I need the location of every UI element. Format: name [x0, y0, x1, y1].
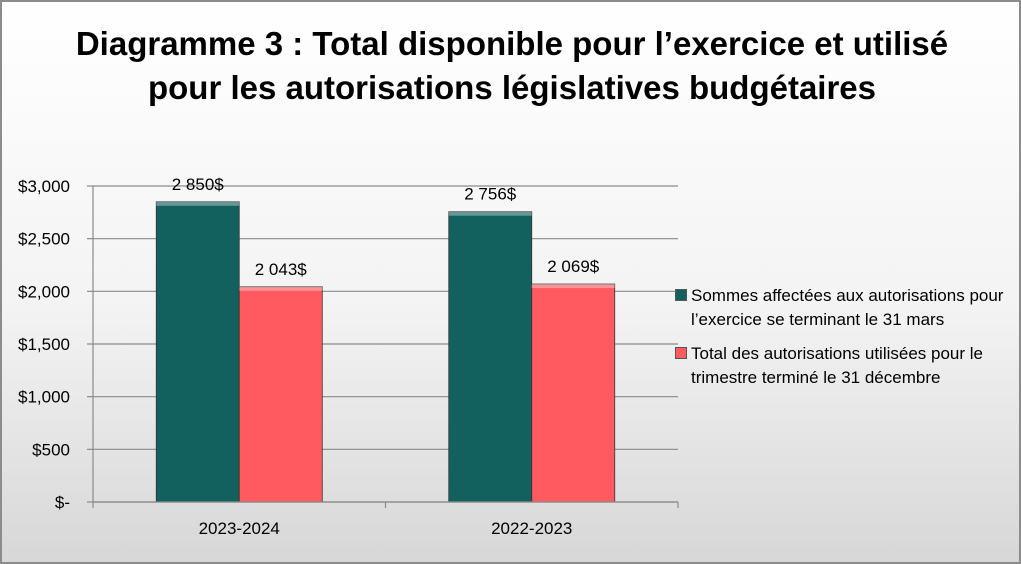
- bar-highlight: [156, 201, 240, 206]
- bar: [155, 201, 240, 503]
- legend-swatch-used: [675, 347, 687, 359]
- bar-highlight: [448, 211, 532, 216]
- legend: Sommes affectées aux autorisations pour …: [674, 284, 1014, 400]
- data-label: 2 069$: [547, 257, 600, 276]
- y-tick-label: $-: [55, 493, 70, 512]
- data-label: 2 756$: [464, 185, 517, 204]
- y-tick-label: $1,000: [18, 388, 70, 407]
- bar: [448, 211, 533, 503]
- x-tick-label: 2023-2024: [199, 519, 280, 538]
- bar: [238, 286, 323, 503]
- legend-item-allocated: Sommes affectées aux autorisations pour …: [674, 284, 1014, 332]
- chart-title: Diagramme 3 : Total disponible pour l’ex…: [75, 25, 949, 106]
- bar-highlight: [531, 284, 615, 289]
- legend-item-used: Total des autorisations utilisées pour l…: [674, 342, 1014, 390]
- bar-highlight: [239, 286, 323, 291]
- data-label: 2 043$: [255, 260, 308, 279]
- legend-label-allocated: Sommes affectées aux autorisations pour …: [691, 286, 1004, 329]
- y-tick-label: $1,500: [18, 335, 70, 354]
- legend-label-used: Total des autorisations utilisées pour l…: [691, 344, 983, 387]
- y-tick-label: $500: [32, 440, 70, 459]
- y-tick-label: $2,000: [18, 282, 70, 301]
- y-tick-label: $3,000: [18, 177, 70, 196]
- legend-swatch-allocated: [675, 289, 687, 301]
- data-label: 2 850$: [172, 175, 225, 194]
- bar: [531, 283, 616, 503]
- x-tick-label: 2022-2023: [491, 519, 572, 538]
- y-tick-label: $2,500: [18, 230, 70, 249]
